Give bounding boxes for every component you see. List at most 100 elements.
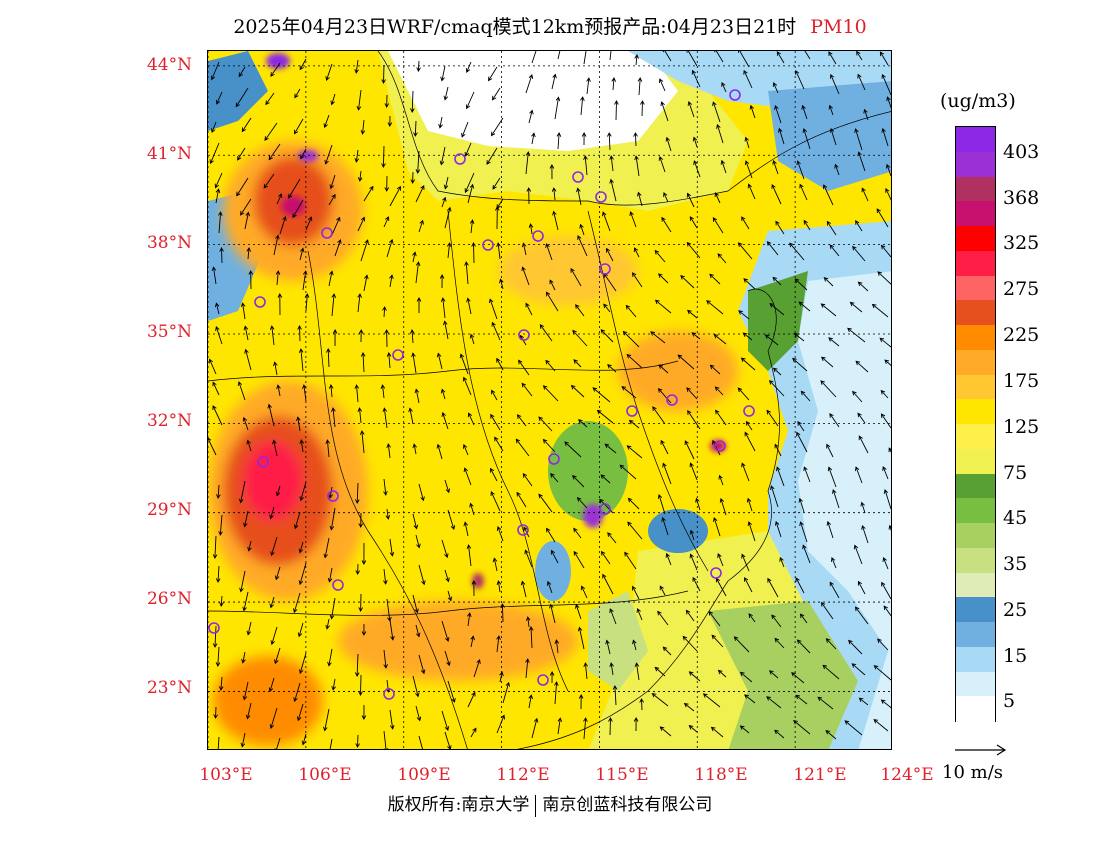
wind-vector (795, 577, 805, 594)
wind-vector (357, 170, 363, 182)
wind-vector (382, 407, 388, 429)
map-title: 2025年04月23日WRF/cmaq模式12km预报产品:04月23日21时 P… (0, 12, 1100, 39)
wind-vector (464, 261, 469, 285)
wind-vector (331, 407, 336, 428)
wind-vector (677, 354, 695, 370)
wind-vector (637, 191, 643, 207)
wind-vector (526, 187, 532, 205)
wind-vector (441, 196, 447, 208)
wind-vector (573, 359, 582, 368)
wind-vector (744, 576, 753, 593)
wind-vector (528, 626, 534, 649)
wind-vector (626, 445, 643, 459)
wind-vector (389, 538, 395, 557)
wind-vector (716, 123, 724, 144)
open-sea-zone (798, 271, 891, 749)
city-marker (710, 567, 722, 579)
wind-vector (796, 639, 811, 654)
wind-vector (324, 144, 333, 165)
northwest-blue-zone (208, 51, 268, 131)
wind-vector (242, 416, 249, 431)
wind-vector (820, 380, 837, 398)
wind-vector (793, 332, 805, 342)
wind-vector (599, 498, 614, 514)
wind-vector (549, 671, 555, 684)
wind-vector (412, 594, 419, 614)
wind-vector (825, 638, 837, 650)
wind-vector (412, 675, 420, 698)
wind-vector (583, 662, 588, 680)
wind-vector (354, 59, 359, 74)
wind-vector (487, 66, 498, 82)
lat-label-26: 26°N (146, 589, 192, 609)
wind-vector (246, 621, 252, 636)
wind-vector (795, 694, 808, 705)
legend-swatch (956, 176, 995, 202)
wind-vector (356, 89, 362, 111)
wind-vector (573, 550, 585, 569)
wind-vector (885, 163, 891, 177)
wind-vector (583, 717, 588, 740)
wind-vector (235, 87, 249, 108)
wind-vector (820, 303, 837, 317)
wind-vector (444, 479, 451, 494)
wind-vector (265, 92, 275, 106)
wind-vector (299, 481, 307, 502)
wind-vector (327, 567, 333, 583)
west-central-blue-pocket (535, 541, 571, 601)
wind-vector (857, 151, 866, 172)
wind-vector (879, 51, 889, 66)
wind-vector (325, 348, 331, 368)
wind-vector (302, 270, 308, 291)
wind-vector (686, 387, 698, 400)
legend-swatch (956, 646, 995, 672)
wind-vector (570, 384, 585, 398)
wind-vector (741, 216, 750, 230)
wind-vector (357, 216, 366, 232)
wind-vector (354, 149, 360, 163)
wind-vector (463, 521, 469, 537)
wind-vector (389, 619, 395, 641)
wind-vector (603, 303, 611, 313)
wind-vector (749, 104, 756, 119)
wind-vector (602, 211, 611, 232)
wind-vector (415, 705, 422, 722)
wind-vector (244, 348, 252, 371)
wind-vector (238, 66, 246, 78)
wind-vector (214, 302, 220, 315)
wind-vector (473, 659, 481, 678)
city-marker (517, 524, 529, 536)
wind-vector (546, 580, 553, 594)
wind-vector (441, 411, 449, 430)
wind-vector (264, 122, 278, 141)
wind-vector (412, 443, 417, 455)
wind-vector (602, 573, 614, 595)
wind-reference-label: 10 m/s (942, 762, 1003, 783)
wind-vector (297, 325, 302, 342)
wind-vector (743, 278, 756, 290)
city-marker (392, 349, 404, 361)
wind-vector (714, 51, 724, 63)
wind-vector (871, 303, 889, 318)
wind-vector (418, 483, 425, 502)
boundaries (208, 51, 891, 749)
wind-vector (492, 87, 501, 101)
wind-vector (277, 293, 283, 316)
wind-vector (361, 542, 367, 565)
legend-swatch (956, 275, 995, 301)
wind-vector (415, 261, 421, 284)
wind-vector (471, 242, 476, 264)
wind-vector (418, 564, 426, 586)
wind-vector (444, 650, 451, 667)
wind-vector (654, 299, 672, 314)
wind-vector (709, 273, 721, 285)
wind-vector (572, 475, 585, 488)
wind-vector (538, 493, 553, 513)
lon-label-109: 109°E (397, 765, 451, 785)
wind-vector (270, 626, 278, 646)
wind-vector (243, 325, 249, 341)
wind-vector (215, 188, 221, 204)
wind-vector (625, 304, 637, 318)
city-marker (599, 263, 611, 275)
wind-vector (605, 639, 611, 655)
